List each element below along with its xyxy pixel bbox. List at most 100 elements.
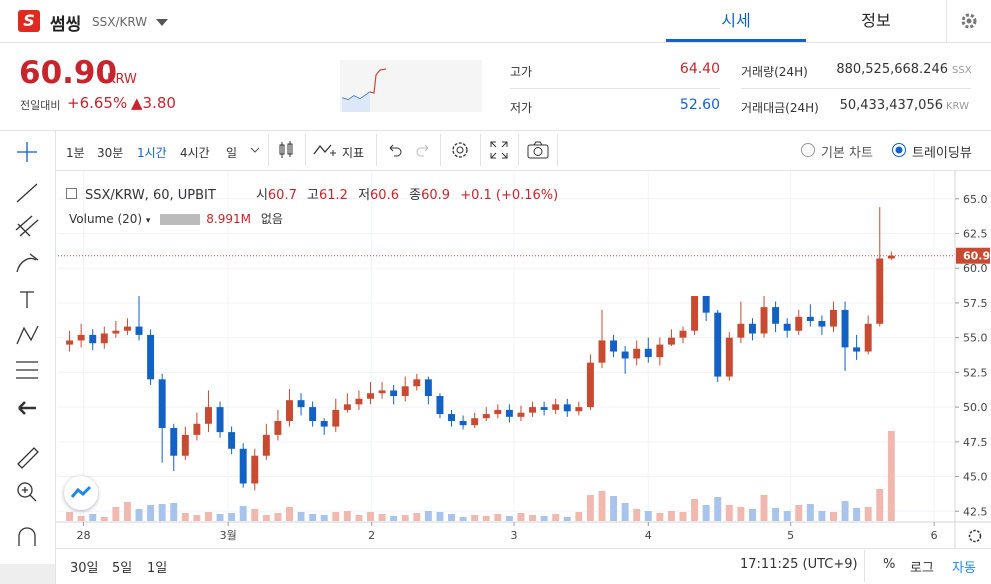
collapse-icon[interactable] bbox=[66, 188, 77, 199]
line-tool[interactable] bbox=[16, 183, 38, 203]
interval-button[interactable]: 1분 bbox=[66, 146, 85, 160]
candle-body bbox=[876, 258, 884, 324]
candle-body bbox=[332, 409, 340, 427]
divider bbox=[518, 134, 519, 166]
volume-bar bbox=[89, 513, 97, 521]
interval-button[interactable]: 4시간 bbox=[180, 146, 210, 160]
candle-body bbox=[378, 390, 386, 394]
fib-tool[interactable] bbox=[15, 215, 39, 237]
undo-redo[interactable] bbox=[386, 142, 432, 158]
volume-bar bbox=[309, 513, 317, 521]
y-tick-label: 42.5 bbox=[963, 505, 988, 518]
volume-bar bbox=[158, 503, 166, 521]
candle-body bbox=[679, 330, 687, 338]
divider bbox=[376, 134, 377, 166]
scale-option[interactable]: 자동 bbox=[952, 561, 976, 576]
volume-bar bbox=[413, 512, 421, 521]
volume-bar bbox=[748, 508, 756, 521]
candle-body bbox=[818, 321, 826, 327]
screenshot-icon[interactable] bbox=[527, 140, 549, 160]
change-amount: ▲3.80 bbox=[131, 94, 176, 112]
scale-option[interactable]: 로그 bbox=[910, 561, 934, 576]
volume-24h: 880,525,668.246 bbox=[836, 62, 948, 77]
volume-bar bbox=[621, 502, 629, 521]
settings-icon[interactable] bbox=[959, 11, 979, 31]
prediction-tool[interactable] bbox=[16, 361, 38, 379]
divider bbox=[480, 134, 481, 166]
x-tick-label: 2 bbox=[368, 529, 375, 542]
back-tool[interactable] bbox=[18, 401, 36, 415]
interval-button[interactable]: 일 bbox=[226, 146, 238, 160]
candle-body bbox=[517, 412, 525, 417]
divider bbox=[946, 0, 947, 42]
chart-type-icon[interactable] bbox=[278, 140, 294, 160]
interval-button[interactable]: 1시간 bbox=[137, 146, 167, 160]
fullscreen-icon[interactable] bbox=[489, 140, 509, 160]
range-button[interactable]: 5일 bbox=[112, 561, 133, 576]
measure-tool[interactable] bbox=[17, 447, 39, 469]
candle-body bbox=[77, 334, 85, 341]
indicator-icon[interactable] bbox=[313, 142, 337, 158]
scale-option[interactable]: % bbox=[883, 557, 896, 572]
volume-bar bbox=[656, 512, 664, 521]
legend: SSX/KRW, 60, UPBIT 시60.7 고61.2 저60.6 종60… bbox=[66, 184, 558, 203]
volume-bar bbox=[204, 511, 212, 521]
tab[interactable]: 정보 bbox=[861, 11, 891, 30]
volume-bar bbox=[459, 516, 467, 521]
volume-controls[interactable] bbox=[160, 214, 201, 225]
volume-bar bbox=[702, 504, 710, 521]
divider bbox=[864, 550, 865, 582]
volume-bar bbox=[251, 508, 259, 521]
volume-bar bbox=[667, 510, 675, 521]
volume-bar bbox=[887, 431, 895, 521]
mode-option[interactable]: 트레이딩뷰 bbox=[912, 146, 972, 161]
tradingview-logo[interactable] bbox=[64, 476, 98, 510]
divider bbox=[305, 134, 306, 166]
candle-body bbox=[158, 379, 166, 428]
range-button[interactable]: 1일 bbox=[147, 561, 168, 576]
radio[interactable] bbox=[891, 142, 907, 158]
volume-bar bbox=[529, 514, 537, 521]
volume-bar bbox=[806, 503, 814, 521]
divider bbox=[268, 134, 269, 166]
volume-bar bbox=[644, 510, 652, 521]
brush-tool[interactable] bbox=[16, 253, 39, 273]
volume-bar bbox=[297, 511, 305, 521]
candle-body bbox=[864, 323, 872, 352]
candle-body bbox=[286, 400, 293, 421]
range-button[interactable]: 30일 bbox=[70, 561, 99, 576]
volume-bar bbox=[170, 502, 178, 521]
text-tool[interactable] bbox=[20, 291, 34, 308]
interval-button[interactable]: 30분 bbox=[97, 146, 124, 160]
dropdown-arrow[interactable] bbox=[250, 146, 260, 154]
divider bbox=[0, 130, 991, 131]
crosshair-tool[interactable] bbox=[17, 142, 37, 162]
settings-icon[interactable] bbox=[450, 140, 470, 160]
volume-bar bbox=[714, 496, 722, 521]
mode-option[interactable]: 기본 차트 bbox=[821, 146, 873, 161]
currency: KRW bbox=[107, 72, 137, 87]
candle-body bbox=[667, 337, 675, 345]
candle-body bbox=[297, 400, 305, 408]
candle-body bbox=[795, 316, 803, 331]
volume-bar bbox=[77, 515, 85, 521]
last-price-tag bbox=[956, 247, 990, 264]
ohlc-label: 시 bbox=[255, 188, 268, 203]
volume-bar bbox=[355, 514, 363, 521]
magnet-tool[interactable] bbox=[18, 527, 36, 546]
low-label: 저가 bbox=[510, 101, 533, 115]
candle-body bbox=[181, 434, 189, 456]
divider bbox=[741, 88, 971, 89]
candle-body bbox=[841, 309, 849, 348]
candle-body bbox=[691, 296, 699, 331]
settings-icon[interactable] bbox=[966, 527, 984, 545]
zoom-tool[interactable] bbox=[17, 482, 33, 498]
tab[interactable]: 시세 bbox=[666, 0, 806, 42]
indicator-button[interactable]: 지표 bbox=[342, 146, 365, 160]
candle-body bbox=[806, 316, 814, 321]
pattern-tool[interactable] bbox=[16, 325, 39, 345]
dropdown-arrow[interactable] bbox=[155, 18, 169, 27]
radio[interactable] bbox=[800, 142, 816, 158]
volume-bar bbox=[829, 511, 837, 521]
